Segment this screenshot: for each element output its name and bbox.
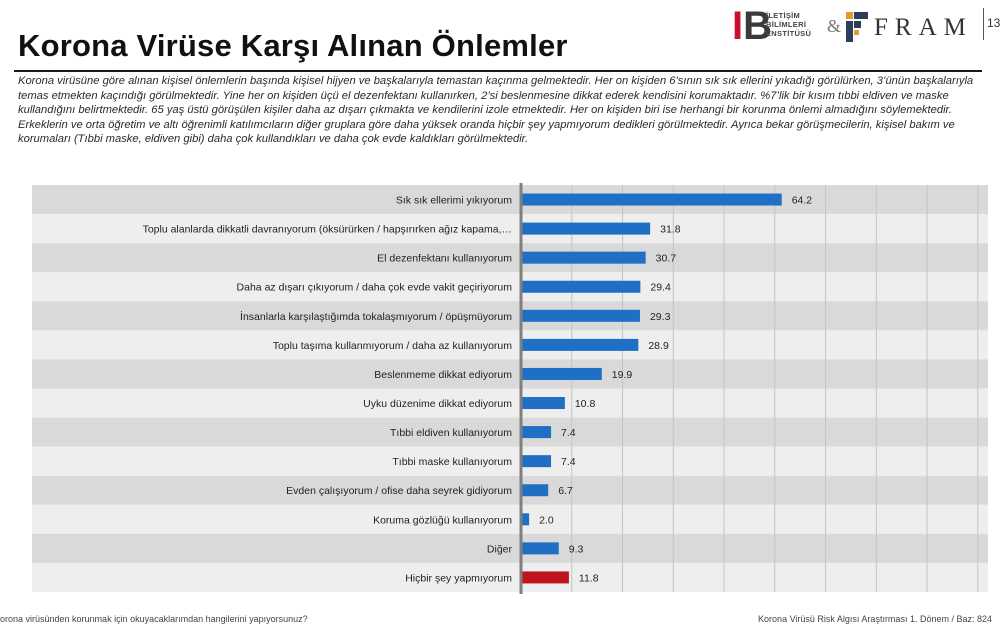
value-label: 7.4 bbox=[561, 456, 576, 468]
row-band bbox=[32, 533, 988, 563]
category-label: Toplu alanlarda dikkatli davranıyorum (ö… bbox=[143, 224, 512, 236]
category-label: Hiçbir şey yapmıyorum bbox=[405, 572, 512, 584]
category-label: El dezenfektanı kullanıyorum bbox=[377, 253, 512, 265]
bar bbox=[521, 455, 552, 468]
ibe-logo-line-1: İLETİŞİM bbox=[766, 11, 801, 20]
bar bbox=[521, 571, 569, 584]
row-band bbox=[32, 185, 988, 215]
bar bbox=[521, 484, 549, 497]
category-label: Koruma gözlüğü kullanıyorum bbox=[373, 514, 512, 526]
category-label: Diğer bbox=[487, 543, 513, 555]
category-label: Sık sık ellerimi yıkıyorum bbox=[396, 195, 512, 207]
survey-question: orona virüsünden korunmak için okuyacakl… bbox=[0, 614, 308, 624]
row-band bbox=[32, 330, 988, 360]
value-label: 10.8 bbox=[575, 398, 596, 410]
row-band bbox=[32, 301, 988, 331]
ibe-logo-line-2: BİLİMLERİ bbox=[766, 20, 807, 29]
value-label: 30.7 bbox=[656, 253, 677, 265]
ibe-logo: IB İLETİŞİM BİLİMLERİ ENSTİTÜSÜ bbox=[730, 6, 825, 46]
page-number: 13 bbox=[987, 16, 1000, 30]
category-label: Evden çalışıyorum / ofise daha seyrek gi… bbox=[286, 485, 512, 497]
row-band bbox=[32, 504, 988, 534]
value-label: 19.9 bbox=[612, 369, 633, 381]
bar bbox=[521, 426, 552, 439]
value-label: 31.8 bbox=[660, 224, 681, 236]
bar bbox=[521, 251, 646, 264]
bar bbox=[521, 280, 641, 293]
value-label: 64.2 bbox=[792, 195, 813, 207]
fram-logo-mark bbox=[846, 12, 868, 42]
category-label: Toplu taşıma kullanmıyorum / daha az kul… bbox=[273, 340, 513, 352]
category-label: Tıbbi maske kullanıyorum bbox=[392, 456, 512, 468]
source-note: Korona Virüsü Risk Algısı Araştırması 1.… bbox=[758, 614, 992, 624]
category-label: Beslenmeme dikkat ediyorum bbox=[374, 369, 512, 381]
row-band bbox=[32, 272, 988, 302]
bar bbox=[521, 222, 651, 235]
description-text: Korona virüsüne göre alınan kişisel önle… bbox=[18, 75, 974, 146]
bar bbox=[521, 309, 640, 322]
value-label: 2.0 bbox=[539, 514, 554, 526]
value-label: 29.3 bbox=[650, 311, 671, 323]
fram-logo-text: FRAM bbox=[874, 14, 973, 41]
row-band bbox=[32, 388, 988, 418]
bar bbox=[521, 397, 565, 410]
value-label: 29.4 bbox=[650, 282, 671, 294]
row-band bbox=[32, 243, 988, 273]
bar bbox=[521, 542, 559, 555]
bar bbox=[521, 338, 639, 351]
bar bbox=[521, 513, 530, 526]
bar bbox=[521, 367, 602, 380]
value-label: 7.4 bbox=[561, 427, 576, 439]
ibe-logo-line-3: ENSTİTÜSÜ bbox=[766, 29, 812, 38]
category-label: Daha az dışarı çıkıyorum / daha çok evde… bbox=[237, 282, 513, 294]
ibe-logo-text: İLETİŞİM BİLİMLERİ ENSTİTÜSÜ bbox=[766, 11, 811, 38]
row-band bbox=[32, 214, 988, 244]
row-band bbox=[32, 417, 988, 447]
category-label: Uyku düzenime dikkat ediyorum bbox=[363, 398, 512, 410]
category-label: İnsanlarla karşılaştığımda tokalaşmıyoru… bbox=[240, 310, 512, 323]
logo-group: IB İLETİŞİM BİLİMLERİ ENSTİTÜSÜ & FRAM bbox=[730, 6, 1000, 46]
row-band bbox=[32, 359, 988, 389]
logo-ampersand: & bbox=[827, 16, 842, 36]
value-label: 9.3 bbox=[569, 543, 584, 555]
page-number-divider bbox=[983, 8, 984, 40]
category-label: Tıbbi eldiven kullanıyorum bbox=[390, 427, 512, 439]
row-band bbox=[32, 562, 988, 592]
page-title: Korona Virüse Karşı Alınan Önlemler bbox=[18, 28, 568, 63]
value-label: 6.7 bbox=[558, 485, 573, 497]
row-band bbox=[32, 446, 988, 476]
title-underline bbox=[14, 70, 982, 72]
bar bbox=[521, 193, 782, 206]
value-label: 11.8 bbox=[579, 572, 599, 584]
value-label: 28.9 bbox=[648, 340, 669, 352]
row-band bbox=[32, 475, 988, 505]
